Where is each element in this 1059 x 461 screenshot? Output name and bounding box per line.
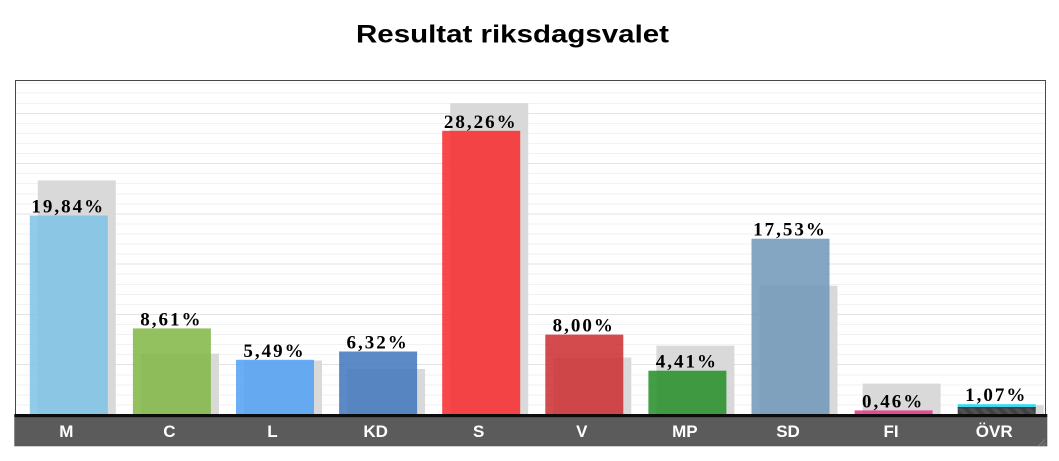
svg-text:8,00%: 8,00% xyxy=(553,316,615,337)
svg-text:M: M xyxy=(59,422,73,441)
svg-text:Resultat riksdagsvalet: Resultat riksdagsvalet xyxy=(356,21,670,49)
svg-text:S: S xyxy=(473,422,484,441)
svg-text:MP: MP xyxy=(672,422,698,441)
svg-text:SD: SD xyxy=(776,422,800,441)
svg-text:1,07%: 1,07% xyxy=(965,385,1027,406)
svg-text:19,84%: 19,84% xyxy=(31,197,105,218)
svg-text:L: L xyxy=(267,422,277,441)
svg-text:0,46%: 0,46% xyxy=(862,391,924,412)
svg-text:4,41%: 4,41% xyxy=(656,352,718,373)
svg-text:17,53%: 17,53% xyxy=(753,220,827,241)
svg-text:5,49%: 5,49% xyxy=(243,341,305,362)
svg-text:8,61%: 8,61% xyxy=(140,309,202,330)
svg-text:FI: FI xyxy=(884,422,899,441)
svg-text:28,26%: 28,26% xyxy=(444,112,518,133)
svg-text:V: V xyxy=(576,422,588,441)
svg-text:6,32%: 6,32% xyxy=(346,333,408,354)
svg-text:KD: KD xyxy=(363,422,388,441)
svg-text:C: C xyxy=(163,422,175,441)
svg-text:ÖVR: ÖVR xyxy=(976,422,1013,441)
